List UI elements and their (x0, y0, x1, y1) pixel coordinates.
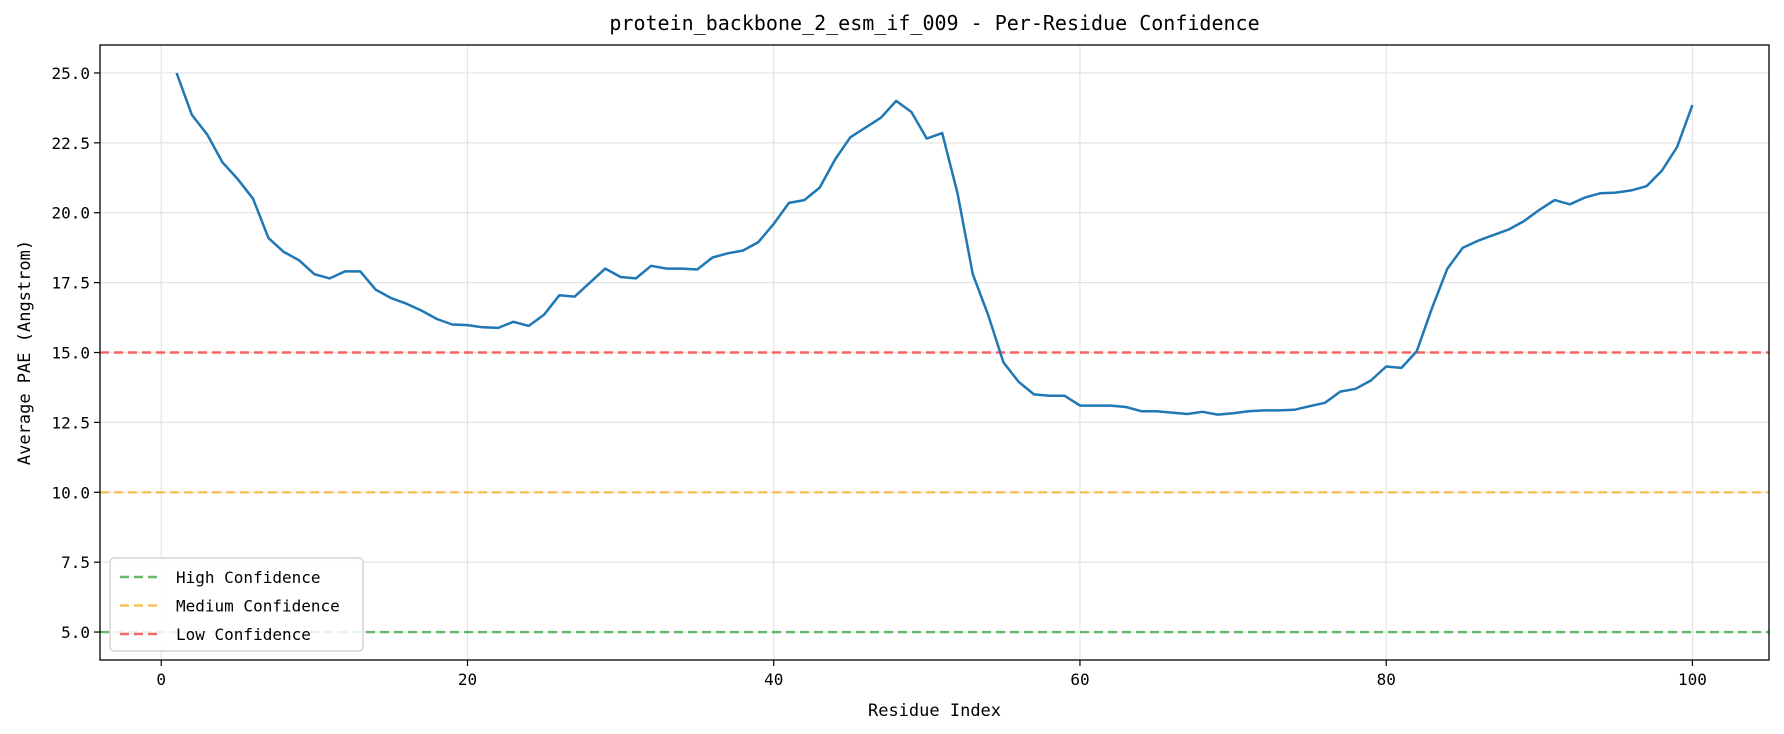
legend: High Confidence Medium Confidence Low Conf… (109, 557, 364, 652)
legend-entry-label: Low Confidence (176, 625, 311, 644)
y-tick-label: 15.0 (51, 344, 90, 363)
series-layer (175, 72, 1694, 416)
x-axis-label: Residue Index (868, 701, 1001, 721)
y-tick-label: 22.5 (51, 134, 90, 153)
series-line (175, 72, 1694, 416)
y-tick-label: 25.0 (51, 64, 90, 83)
legend-entry-label: High Confidence (176, 568, 321, 587)
grid (100, 45, 1769, 660)
x-tick-label: 60 (1070, 670, 1089, 689)
chart-title: protein_backbone_2_esm_if_009 - Per-Resi… (609, 11, 1259, 35)
legend-entry-label: Medium Confidence (176, 597, 340, 616)
x-axis-ticks: 0 20 40 60 80 100 (156, 660, 1707, 689)
reference-lines (100, 351, 1769, 634)
y-tick-label: 7.5 (61, 553, 90, 572)
y-axis-label: Average PAE (Angstrom) (15, 240, 35, 465)
x-tick-label: 40 (764, 670, 783, 689)
y-tick-label: 10.0 (51, 483, 90, 502)
x-tick-label: 20 (458, 670, 477, 689)
y-tick-label: 20.0 (51, 204, 90, 223)
y-tick-label: 5.0 (61, 623, 90, 642)
x-tick-label: 80 (1377, 670, 1396, 689)
y-axis-ticks: 5.0 7.5 10.0 12.5 15.0 17.5 20.0 22.5 25.0 (51, 64, 100, 642)
x-tick-label: 100 (1678, 670, 1707, 689)
y-tick-label: 17.5 (51, 274, 90, 293)
legend-frame (109, 557, 364, 652)
x-tick-label: 0 (156, 670, 166, 689)
y-tick-label: 12.5 (51, 413, 90, 432)
